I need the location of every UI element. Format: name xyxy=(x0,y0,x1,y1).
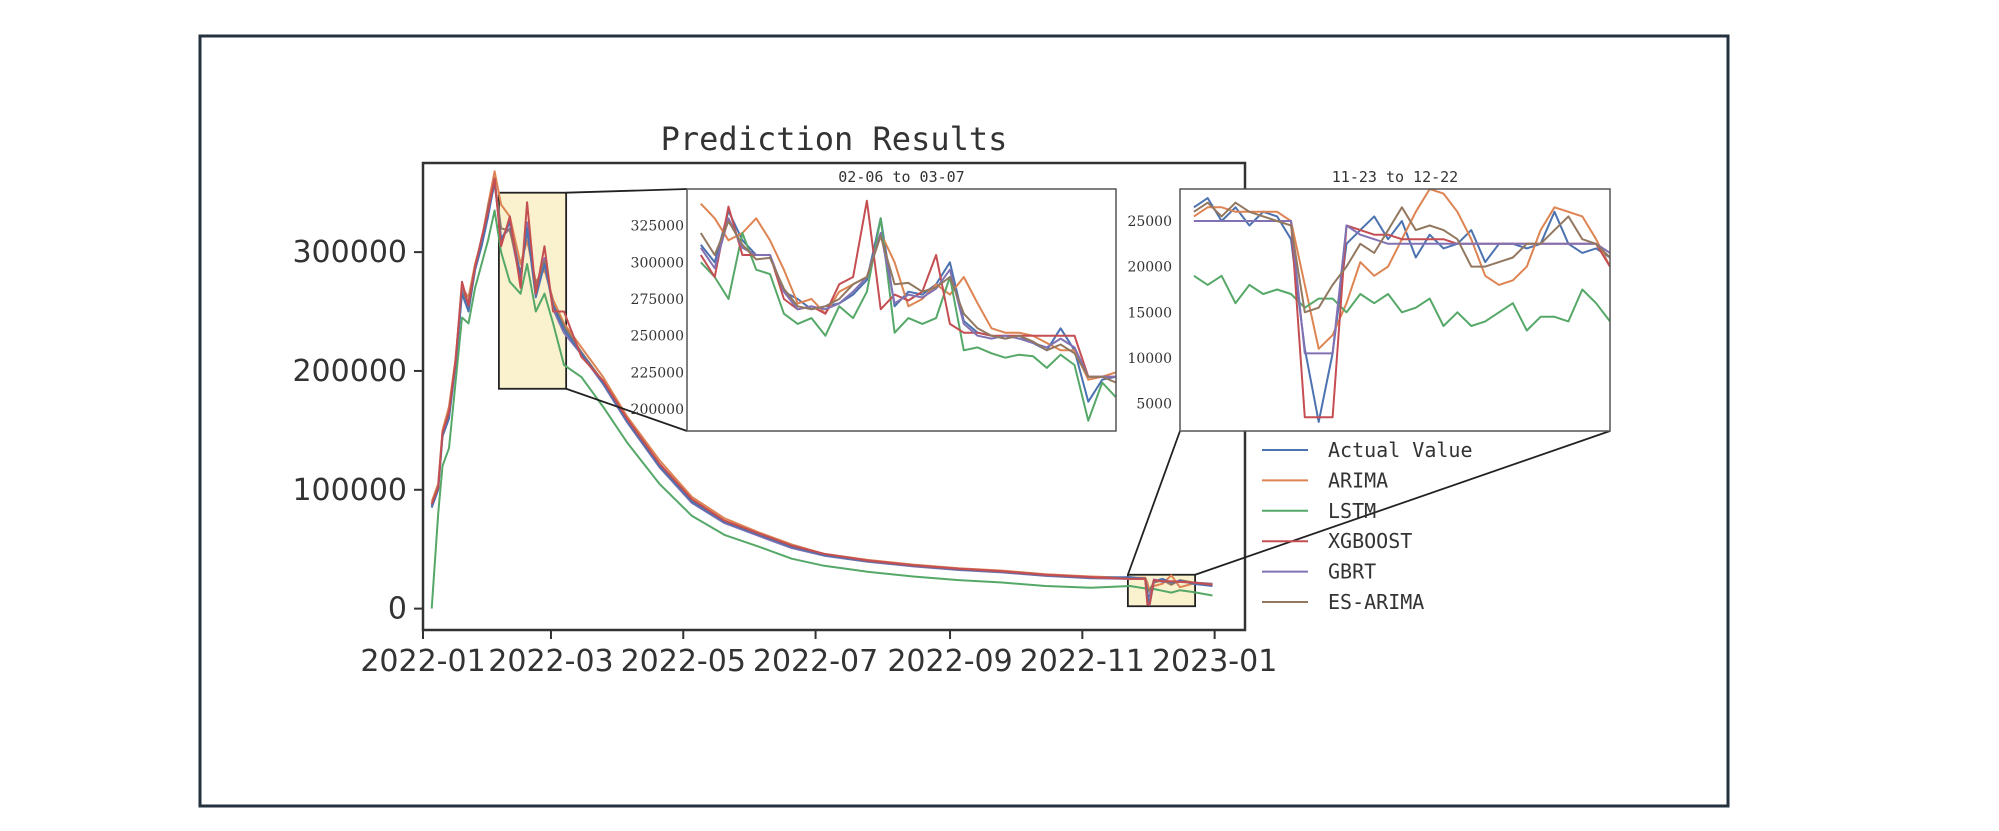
chart-title: Prediction Results xyxy=(661,120,1008,158)
inset-y-tick-label: 10000 xyxy=(1127,351,1172,367)
inset-series-lines xyxy=(1193,189,1610,423)
y-tick-label: 0 xyxy=(388,592,407,627)
x-tick-label: 2023-01 xyxy=(1152,644,1277,679)
inset-series-line-lstm xyxy=(700,217,1116,422)
inset-series-line-es-arima xyxy=(1193,201,1610,314)
zoom-connector-line xyxy=(565,387,688,432)
main-series-lines xyxy=(430,170,1213,609)
legend-label: ES-ARIMA xyxy=(1328,590,1424,614)
inset-y-tick-label: 15000 xyxy=(1127,305,1172,321)
legend-label: GBRT xyxy=(1328,560,1376,584)
zoom-inset-1: 02-06 to 03-07 200000 225000 250000 275000 30… xyxy=(565,168,1117,432)
inset-title: 02-06 to 03-07 xyxy=(838,168,964,186)
inset-y-tick-label: 250000 xyxy=(631,329,684,345)
inset-y-tick-label: 325000 xyxy=(631,219,684,235)
x-tick-label: 2022-11 xyxy=(1020,644,1145,679)
inset-background xyxy=(687,189,1116,431)
zoom-inset-2: 11-23 to 12-22 5000 10000 15000 20000 25000 xyxy=(1127,168,1611,576)
x-tick-label: 2022-03 xyxy=(488,644,613,679)
zoom-connector-line xyxy=(1127,430,1181,576)
inset-y-tick-label: 275000 xyxy=(631,292,684,308)
inset-background xyxy=(1180,189,1610,431)
inset-layer: 02-06 to 03-07 200000 225000 250000 275000 30… xyxy=(565,168,1611,576)
inset-series-line-es-arima xyxy=(699,220,1116,384)
legend: Actual Value ARIMA LSTM XGBOOST GBRT ES-ARIMA xyxy=(1262,438,1473,614)
legend-item-xgboost: XGBOOST xyxy=(1262,529,1412,553)
legend-item-lstm: LSTM xyxy=(1262,499,1376,523)
legend-item-actual-value: Actual Value xyxy=(1262,438,1473,462)
x-tick-label: 2022-07 xyxy=(753,644,878,679)
inset-y-tick-label: 25000 xyxy=(1127,214,1172,230)
x-tick-label: 2022-09 xyxy=(887,644,1012,679)
inset-y-tick-label: 225000 xyxy=(631,365,684,381)
legend-label: ARIMA xyxy=(1328,468,1388,492)
inset-frame xyxy=(1179,188,1611,432)
inset-y-tick-label: 20000 xyxy=(1127,260,1172,276)
legend-item-gbrt: GBRT xyxy=(1262,560,1376,584)
inset-y-tick-label: 200000 xyxy=(631,402,684,418)
legend-label: LSTM xyxy=(1328,499,1376,523)
zoom-connector-line xyxy=(566,188,688,194)
inset-series-line-lstm xyxy=(1193,274,1610,332)
inset-y-tick-label: 300000 xyxy=(631,255,684,271)
legend-item-es-arima: ES-ARIMA xyxy=(1262,590,1424,614)
y-tick-label: 300000 xyxy=(292,235,407,270)
inset-series-line-arima xyxy=(700,203,1116,381)
x-tick-label: 2022-01 xyxy=(360,644,485,679)
y-tick-label: 100000 xyxy=(292,473,407,508)
legend-item-arima: ARIMA xyxy=(1262,468,1388,492)
legend-label: XGBOOST xyxy=(1328,529,1412,553)
inset-frame xyxy=(686,188,1117,432)
y-tick-label: 200000 xyxy=(292,354,407,389)
series-line-xgboost xyxy=(430,177,1213,606)
inset-title: 11-23 to 12-22 xyxy=(1332,168,1458,186)
inset-series-lines xyxy=(699,199,1116,422)
inset-y-tick-label: 5000 xyxy=(1136,397,1172,413)
zoom-connector-line xyxy=(1194,430,1611,576)
legend-label: Actual Value xyxy=(1328,438,1473,462)
inset-series-line-gbrt xyxy=(699,217,1116,378)
x-tick-label: 2022-05 xyxy=(621,644,746,679)
